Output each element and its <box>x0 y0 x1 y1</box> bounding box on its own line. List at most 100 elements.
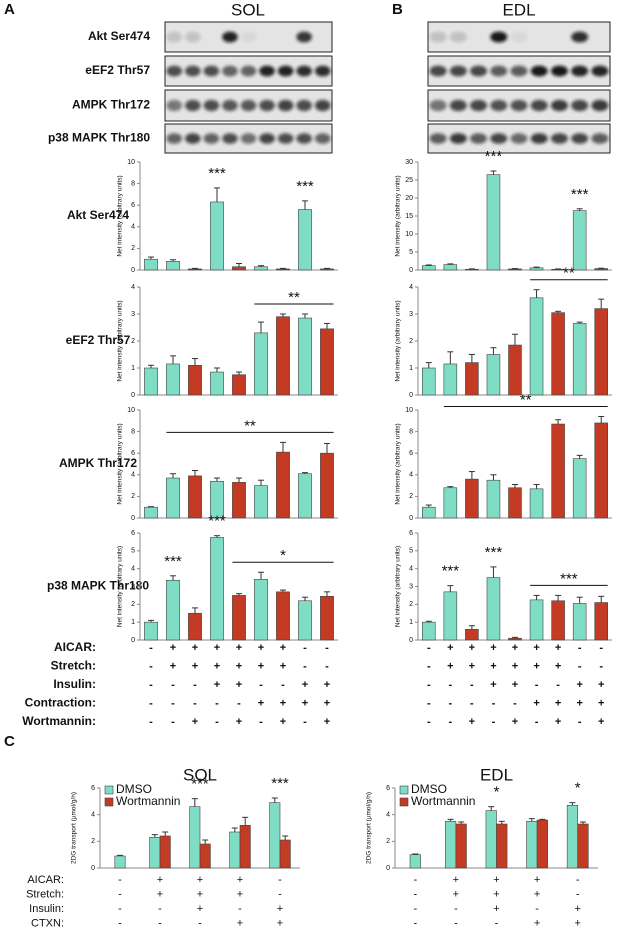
blot-band <box>571 99 589 112</box>
treatment-sign: + <box>534 917 540 929</box>
treatment-sign: - <box>599 660 603 672</box>
bar <box>320 328 334 396</box>
treatment-sign: - <box>448 697 452 709</box>
blot-band <box>222 133 238 144</box>
treatment-sign: - <box>149 716 153 728</box>
treatment-sign: - <box>238 903 242 915</box>
bar <box>269 802 281 869</box>
treatment-sign: - <box>556 679 560 691</box>
panel-label: B <box>392 1 403 18</box>
bar <box>409 854 421 869</box>
y-tick-label: 0 <box>409 515 413 522</box>
blot-band <box>259 133 275 144</box>
blot-band <box>185 133 201 144</box>
treatment-sign: - <box>578 642 582 654</box>
treatment-sign: - <box>535 679 539 691</box>
bar <box>551 423 565 519</box>
bar <box>276 268 290 271</box>
treatment-sign: + <box>280 697 286 709</box>
treatment-sign: - <box>158 903 162 915</box>
blot-band <box>277 65 294 77</box>
bar <box>465 362 479 396</box>
bar <box>496 823 508 869</box>
treatment-sign: + <box>237 874 243 886</box>
y-tick-label: 30 <box>405 159 413 166</box>
blot-band <box>240 65 257 77</box>
blot-band <box>449 31 467 43</box>
blot-label: p38 MAPK Thr180 <box>48 131 150 145</box>
treatment-sign: + <box>490 679 496 691</box>
bar <box>486 354 501 396</box>
blot-band <box>571 133 589 144</box>
treatment-sign: + <box>555 660 561 672</box>
bar <box>551 312 565 396</box>
treatment-sign: + <box>324 716 330 728</box>
y-tick-label: 4 <box>409 284 413 291</box>
y-tick-label: 10 <box>405 407 413 414</box>
bar <box>166 363 180 396</box>
treatment-label: Contraction: <box>25 696 96 710</box>
y-tick-label: 1 <box>131 365 135 372</box>
treatment-sign: + <box>493 874 499 886</box>
bar <box>443 487 458 519</box>
treatment-sign: - <box>454 903 458 915</box>
treatment-sign: + <box>533 660 539 672</box>
blot-band <box>277 133 294 144</box>
blot-band <box>470 133 488 144</box>
blot-band <box>591 65 609 77</box>
bar <box>210 201 224 271</box>
treatment-sign: + <box>469 660 475 672</box>
treatment-sign: - <box>149 642 153 654</box>
treatment-sign: + <box>192 660 198 672</box>
bar <box>254 485 268 519</box>
y-tick-label: 8 <box>409 428 413 435</box>
bar <box>551 600 565 641</box>
blot-band <box>550 65 568 77</box>
treatment-sign: - <box>193 679 197 691</box>
blot-band <box>510 31 528 43</box>
bar <box>276 591 290 641</box>
blot-band <box>591 133 609 144</box>
treatment-sign: - <box>448 716 452 728</box>
treatment-sign: + <box>512 679 518 691</box>
treatment-sign: + <box>469 716 475 728</box>
y-axis-label: Net intensity (arbitrary units) <box>395 300 402 381</box>
treatment-sign: - <box>193 697 197 709</box>
bar <box>529 297 544 396</box>
treatment-sign: - <box>278 874 282 886</box>
blot-band <box>510 133 528 144</box>
significance: *** <box>485 544 503 561</box>
treatment-sign: + <box>512 660 518 672</box>
bar <box>422 506 436 519</box>
treatment-sign: + <box>324 697 330 709</box>
chart-row-label: AMPK Thr172 <box>59 456 137 470</box>
treatment-sign: + <box>490 660 496 672</box>
blot-band <box>429 133 447 144</box>
treatment-sign: + <box>493 903 499 915</box>
y-tick-label: 2 <box>131 245 135 252</box>
bar <box>536 819 548 869</box>
blot-band <box>314 133 331 144</box>
y-tick-label: 6 <box>131 530 135 537</box>
treatment-sign: + <box>258 697 264 709</box>
blot-band <box>222 99 238 112</box>
y-tick-label: 2 <box>131 601 135 608</box>
treatment-sign: + <box>534 874 540 886</box>
bar <box>465 628 479 641</box>
y-tick-label: 2 <box>91 838 95 845</box>
y-tick-label: 0 <box>409 267 413 274</box>
significance: *** <box>560 570 578 587</box>
blot-band <box>429 65 447 77</box>
treatment-sign: - <box>492 716 496 728</box>
treatment-sign: + <box>170 642 176 654</box>
treatment-label: Stretch: <box>51 659 96 673</box>
treatment-label: Stretch: <box>26 888 64 900</box>
bar <box>422 265 436 271</box>
bar <box>486 577 501 641</box>
significance: ** <box>563 265 575 282</box>
treatment-sign: - <box>118 888 122 900</box>
blot-band <box>470 99 488 112</box>
y-axis-label: 2DG transport (µmol/g/h) <box>71 792 78 864</box>
y-tick-label: 2 <box>409 338 413 345</box>
treatment-sign: + <box>453 874 459 886</box>
